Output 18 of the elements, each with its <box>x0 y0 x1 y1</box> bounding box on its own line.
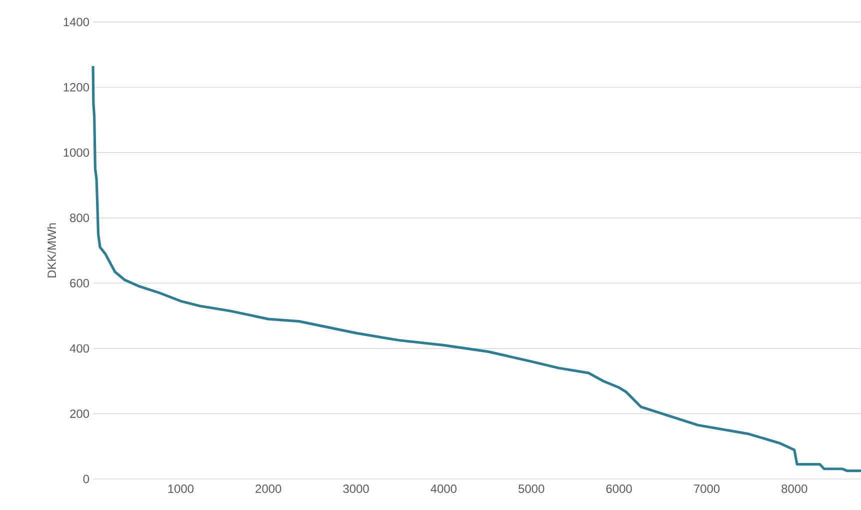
y-tick-label: 0 <box>83 474 90 484</box>
x-tick-label: 6000 <box>606 484 632 493</box>
x-tick-label: 1000 <box>168 484 194 493</box>
y-tick-label: 800 <box>70 214 90 222</box>
x-tick-label: 5000 <box>518 484 544 493</box>
x-tick-label: 7000 <box>694 484 720 493</box>
y-tick-label: 400 <box>70 344 90 353</box>
y-tick-label: 1200 <box>64 83 90 92</box>
y-tick-label: 1000 <box>64 148 90 157</box>
y-axis-title: DKK/MWh <box>47 223 56 278</box>
y-tick-label: 600 <box>70 278 90 288</box>
x-tick-label: 4000 <box>430 484 457 493</box>
line-series <box>92 64 861 472</box>
y-tick-label: 1400 <box>64 18 90 26</box>
y-tick-label: 200 <box>70 409 90 418</box>
x-tick-label: 2000 <box>256 484 282 493</box>
x-tick-label: 3000 <box>343 484 369 493</box>
x-tick-label: 8000 <box>782 484 808 493</box>
